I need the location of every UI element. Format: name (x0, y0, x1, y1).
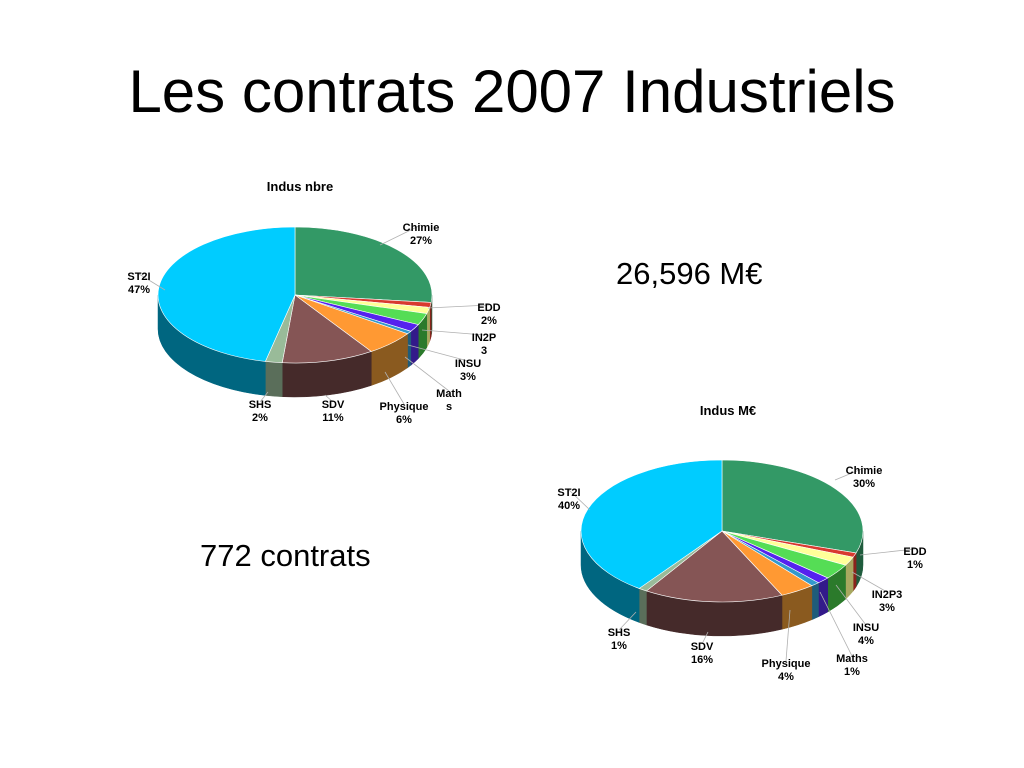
leader-line-st2i (138, 273, 166, 291)
pie-side-shs (638, 588, 647, 626)
pie-slice-chimie (294, 226, 433, 303)
leader-line-maths (404, 356, 450, 392)
leader-line-physique (785, 609, 791, 662)
slice-label-line: SDV (322, 399, 345, 411)
slide-title: Les contrats 2007 Industriels (128, 58, 896, 125)
slice-label-edd: EDD 2% (477, 302, 500, 327)
slice-label-sdv: SDV 16% (691, 641, 714, 666)
leader-line-edd (859, 548, 916, 556)
slice-label-line: 11% (322, 412, 344, 424)
pie-slice-st2i (580, 459, 723, 589)
leader-line-chimie (834, 467, 865, 481)
slice-label-insu: INSU 4% (853, 622, 879, 647)
slice-label-line: IN2P3 (872, 589, 903, 601)
slice-label-chimie: Chimie 27% (403, 222, 440, 247)
slice-label-in2p3: IN2P3 3% (872, 589, 903, 614)
slice-label-line: 47% (128, 284, 150, 296)
slice-label-line: 16% (691, 654, 713, 666)
pie-side-maths (811, 582, 819, 621)
slice-label-physique: Physique 4% (762, 658, 811, 683)
leader-line-insu (835, 584, 867, 626)
leader-line-st2i (568, 489, 591, 511)
total-amount: 26,596 M€ (616, 256, 763, 291)
pie-slice-chimie (721, 459, 864, 554)
slice-label-line: 3 (481, 345, 487, 357)
slice-label-line: Physique (762, 658, 811, 670)
total-contracts: 772 contrats (200, 538, 371, 573)
slice-label-line: 4% (858, 635, 874, 647)
slice-label-in2p3: IN2P 3 (472, 332, 496, 357)
slice-label-line: EDD (903, 546, 926, 558)
leader-line-shs (259, 391, 269, 403)
slice-label-line: 2% (252, 412, 268, 424)
slice-label-line: 6% (396, 414, 412, 426)
pie-side-edd (852, 552, 857, 592)
leader-line-chimie (379, 224, 422, 246)
slice-label-maths: Math s (436, 388, 462, 413)
slice-label-line: 1% (907, 559, 923, 571)
slice-label-maths: Maths 1% (836, 653, 868, 678)
slice-label-physique: Physique 6% (380, 401, 429, 426)
slice-label-line: 1% (611, 640, 627, 652)
slice-label-line: Chimie (846, 465, 883, 477)
leader-line-maths (819, 591, 853, 657)
slice-label-line: Maths (836, 653, 868, 665)
leader-line-sdv (324, 394, 334, 403)
leader-line-edd (427, 304, 490, 309)
slice-label-line: INSU (455, 358, 481, 370)
slice-label-line: 4% (778, 671, 794, 683)
leader-line-sdv (701, 631, 709, 645)
chart-title-indus-meur: Indus M€ (700, 403, 756, 418)
slice-label-line: SHS (608, 627, 631, 639)
slice-label-line: 27% (410, 235, 432, 247)
slice-label-line: SDV (691, 641, 714, 653)
slice-label-line: s (446, 401, 452, 413)
pie-slice-st2i (157, 226, 296, 362)
leader-line-physique (384, 371, 405, 405)
slice-label-line: IN2P (472, 332, 496, 344)
slice-label-line: 40% (558, 500, 580, 512)
slice-label-edd: EDD 1% (903, 546, 926, 571)
chart-title-indus-nbre: Indus nbre (267, 179, 333, 194)
slice-label-st2i: ST2I 47% (127, 271, 150, 296)
slice-label-line: Math (436, 388, 462, 400)
slice-label-line: 3% (460, 371, 476, 383)
slice-label-line: ST2I (557, 487, 580, 499)
slice-label-line: 30% (853, 478, 875, 490)
pie-slice-sdv (281, 294, 372, 364)
slice-label-line: EDD (477, 302, 500, 314)
slice-label-chimie: Chimie 30% (846, 465, 883, 490)
leader-line-insu (407, 344, 469, 362)
leader-line-in2p3 (421, 329, 485, 336)
slice-label-line: Chimie (403, 222, 440, 234)
slice-label-line: INSU (853, 622, 879, 634)
slice-label-line: 2% (481, 315, 497, 327)
pie-slice-sdv (645, 530, 783, 603)
leader-line-shs (618, 611, 637, 631)
slice-label-line: SHS (249, 399, 272, 411)
leader-line-in2p3 (851, 571, 888, 593)
pie-side-insu (818, 577, 829, 618)
slice-label-line: ST2I (127, 271, 150, 283)
slice-label-sdv: SDV 11% (322, 399, 345, 424)
slice-label-insu: INSU 3% (455, 358, 481, 383)
slice-label-line: Physique (380, 401, 429, 413)
slice-label-line: 1% (844, 666, 860, 678)
slice-label-shs: SHS 2% (249, 399, 272, 424)
slice-label-line: 3% (879, 602, 895, 614)
slice-label-shs: SHS 1% (608, 627, 631, 652)
slice-label-st2i: ST2I 40% (557, 487, 580, 512)
